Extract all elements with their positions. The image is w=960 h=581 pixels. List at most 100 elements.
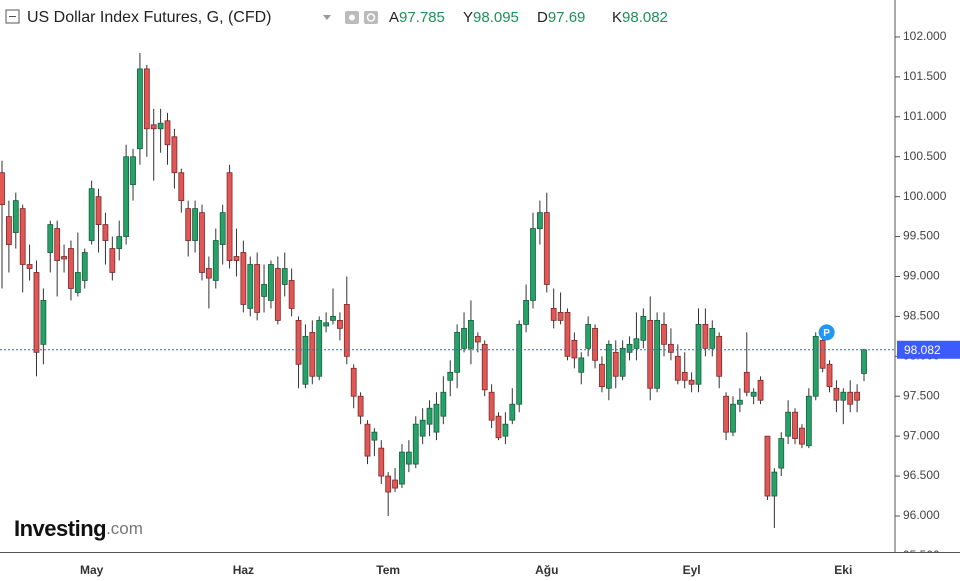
candle-body bbox=[40, 300, 47, 345]
candle-body bbox=[557, 312, 564, 321]
last-price-label: 98.082 bbox=[904, 343, 941, 357]
candle-body bbox=[302, 335, 309, 385]
ohlc-high: Y98.095 bbox=[463, 9, 519, 26]
annotation-marker[interactable] bbox=[818, 324, 835, 341]
candle-body bbox=[626, 343, 633, 353]
y-tick-label: 100.000 bbox=[903, 189, 947, 203]
low-label: D bbox=[537, 9, 548, 26]
candle-body bbox=[150, 124, 157, 130]
candle-body bbox=[495, 415, 502, 439]
candle-body bbox=[0, 172, 5, 206]
candle-body bbox=[371, 431, 378, 441]
candle-body bbox=[171, 136, 178, 174]
y-tick-label: 97.000 bbox=[903, 428, 940, 442]
candle-body bbox=[640, 315, 647, 341]
candle-body bbox=[447, 371, 454, 381]
candle-body bbox=[750, 391, 757, 397]
candle-body bbox=[454, 331, 461, 373]
candle-body bbox=[509, 403, 516, 421]
y-tick-label: 96.000 bbox=[903, 508, 940, 522]
candle-body bbox=[350, 367, 357, 397]
candle-body bbox=[19, 208, 26, 265]
dropdown-arrow[interactable] bbox=[323, 15, 331, 20]
chart-title: US Dollar Index Futures, G, (CFD) bbox=[27, 9, 272, 26]
candle-body bbox=[619, 347, 626, 377]
candle-body bbox=[488, 391, 495, 421]
annotation-label: P bbox=[823, 328, 830, 339]
candle-body bbox=[405, 451, 412, 465]
candle-body bbox=[109, 248, 116, 273]
open-label: A bbox=[389, 9, 399, 26]
candle-body bbox=[274, 268, 281, 321]
candle-body bbox=[578, 357, 585, 373]
candle-body bbox=[281, 268, 288, 285]
candle-body bbox=[219, 212, 226, 245]
high-label: Y bbox=[463, 9, 473, 26]
candle-body bbox=[723, 395, 729, 433]
candle-body bbox=[364, 423, 371, 457]
y-tick-label: 99.500 bbox=[903, 229, 940, 243]
candle-body bbox=[426, 407, 433, 425]
candle-body bbox=[254, 264, 261, 313]
candle-body bbox=[847, 391, 854, 405]
candle-body bbox=[323, 322, 330, 327]
candle-body bbox=[137, 68, 143, 150]
y-tick-label: 97.500 bbox=[903, 388, 940, 402]
candle-body bbox=[240, 252, 247, 305]
candle-body bbox=[474, 335, 481, 343]
candle-body bbox=[357, 395, 364, 417]
y-tick-label: 100.500 bbox=[903, 149, 947, 163]
candle-body bbox=[74, 272, 81, 293]
candle-body bbox=[143, 68, 150, 130]
candle-body bbox=[385, 475, 392, 493]
y-tick-label: 98.500 bbox=[903, 309, 940, 323]
candle-body bbox=[764, 435, 771, 497]
candle-body bbox=[647, 319, 654, 389]
candle-body bbox=[612, 351, 619, 377]
candle-body bbox=[585, 323, 592, 349]
logo-brand: Investing bbox=[14, 516, 106, 541]
y-tick-label: 101.500 bbox=[903, 69, 947, 83]
candle-body bbox=[309, 331, 316, 377]
candle-body bbox=[599, 363, 605, 388]
x-tick-label: May bbox=[80, 563, 104, 577]
candle-body bbox=[116, 236, 123, 249]
logo: Investing.com bbox=[14, 516, 143, 541]
x-tick-label: Haz bbox=[233, 563, 254, 577]
candle-body bbox=[54, 228, 61, 261]
candle-body bbox=[199, 212, 205, 273]
x-tick-label: Ağu bbox=[535, 563, 558, 577]
candle-body bbox=[523, 300, 529, 325]
candle-body bbox=[805, 395, 812, 447]
y-tick-label: 96.500 bbox=[903, 468, 940, 482]
candle-body bbox=[654, 319, 661, 389]
candle-body bbox=[81, 252, 88, 281]
ohlc-close: K98.082 bbox=[612, 9, 668, 26]
candle-body bbox=[592, 327, 598, 361]
candle-body bbox=[5, 216, 12, 245]
candle-body bbox=[702, 323, 709, 349]
candle-body bbox=[261, 284, 267, 297]
x-tick-label: Eyl bbox=[683, 563, 701, 577]
candle-body bbox=[295, 319, 302, 365]
candle-body bbox=[316, 319, 323, 377]
candle-body bbox=[757, 379, 764, 401]
settings-icon-gear bbox=[366, 13, 376, 22]
candle-body bbox=[695, 323, 702, 385]
candle-body bbox=[47, 224, 54, 253]
y-tick-label: 102.000 bbox=[903, 29, 947, 43]
candle-body bbox=[440, 391, 447, 417]
settings-icon[interactable] bbox=[364, 11, 378, 24]
candle-body bbox=[481, 343, 488, 391]
low-value: 97.69 bbox=[548, 9, 586, 26]
candle-body bbox=[226, 172, 233, 261]
candle-body bbox=[564, 312, 571, 357]
candle-body bbox=[233, 256, 240, 261]
candle-body bbox=[12, 200, 19, 233]
candle-body bbox=[785, 411, 792, 437]
candle-body bbox=[716, 335, 723, 377]
close-value: 98.082 bbox=[622, 9, 668, 26]
candle-body bbox=[164, 120, 171, 146]
